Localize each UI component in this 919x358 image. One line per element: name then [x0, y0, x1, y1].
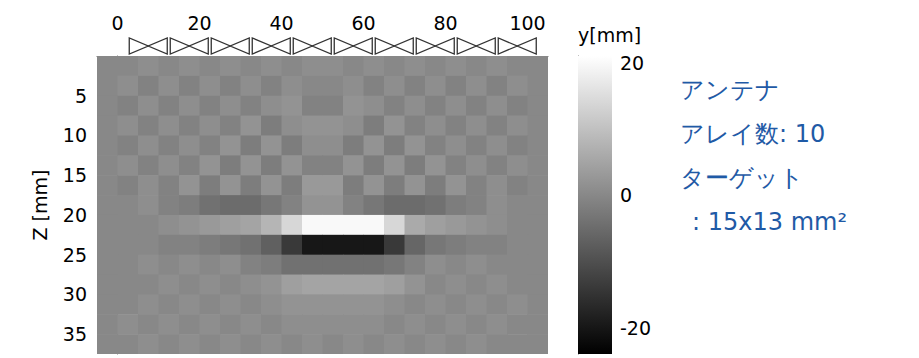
svg-text:10: 10 — [63, 124, 87, 146]
svg-text:0: 0 — [620, 184, 632, 206]
svg-text:5: 5 — [75, 85, 87, 107]
svg-text:: 15x13 mm²: : 15x13 mm² — [692, 208, 847, 236]
svg-text:25: 25 — [63, 244, 87, 266]
svg-text:Z [mm]: Z [mm] — [29, 170, 51, 241]
svg-text:100: 100 — [509, 12, 545, 34]
svg-text:30: 30 — [63, 283, 87, 305]
svg-text:40: 40 — [269, 12, 293, 34]
svg-text:0: 0 — [111, 12, 123, 34]
svg-text:-20: -20 — [620, 317, 651, 339]
svg-text:20: 20 — [63, 204, 87, 226]
svg-text:20: 20 — [620, 52, 644, 74]
svg-text:20: 20 — [187, 12, 211, 34]
svg-text:35: 35 — [63, 323, 87, 345]
svg-text:アンテナ: アンテナ — [680, 76, 780, 104]
svg-text:60: 60 — [351, 12, 375, 34]
svg-text:ターゲット: ターゲット — [680, 164, 804, 192]
svg-text:y[mm]: y[mm] — [578, 24, 641, 46]
svg-text:80: 80 — [433, 12, 457, 34]
svg-text:15: 15 — [63, 164, 87, 186]
svg-text:アレイ数: 10: アレイ数: 10 — [680, 120, 825, 148]
